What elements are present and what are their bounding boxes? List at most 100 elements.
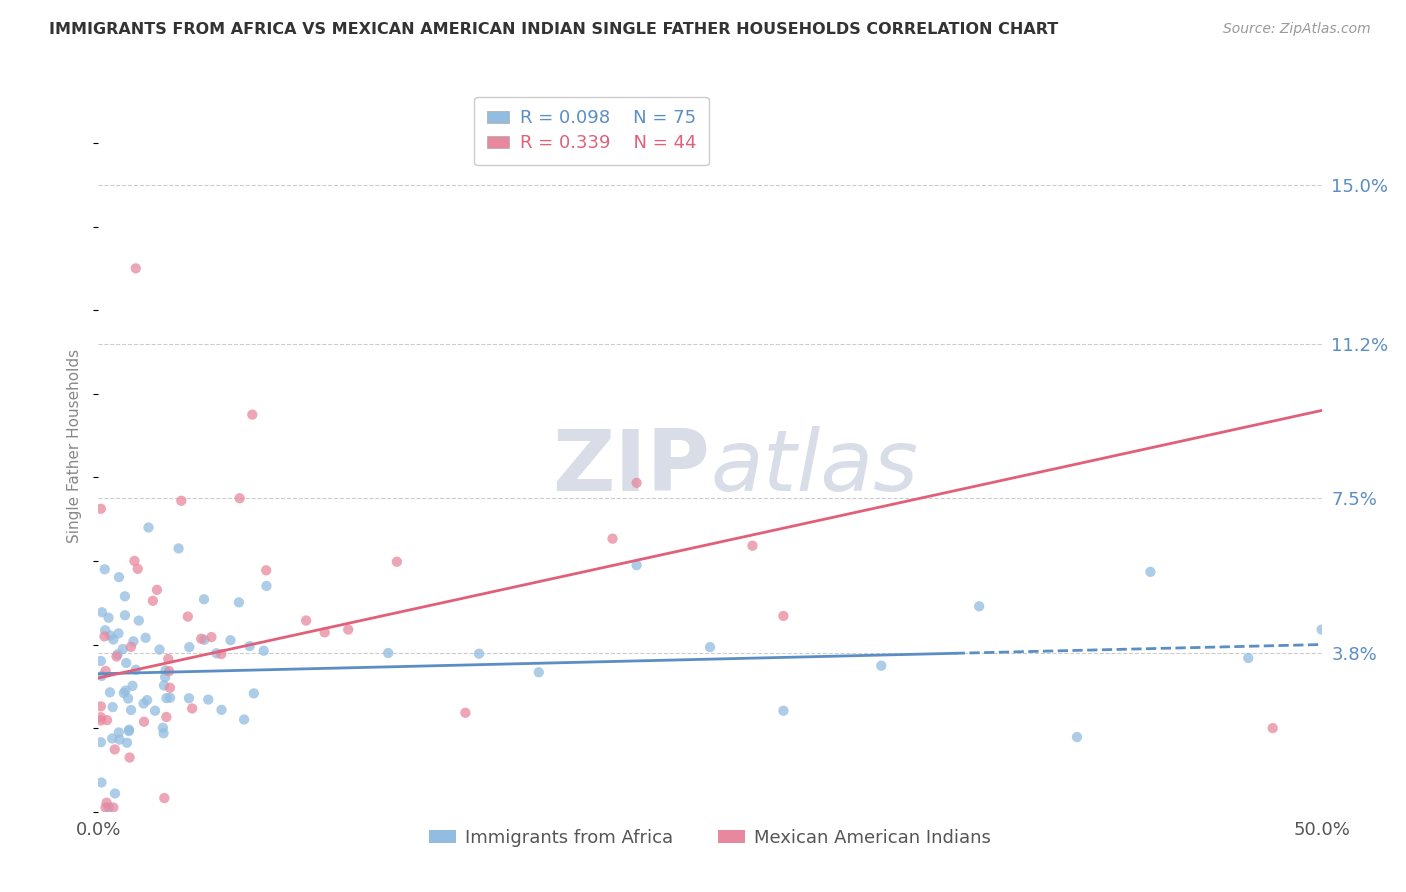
Point — [120, 703, 142, 717]
Point — [98, 800, 121, 814]
Point — [153, 791, 176, 805]
Point — [239, 639, 262, 653]
Point — [90, 669, 112, 683]
Point — [90, 775, 112, 789]
Point — [122, 634, 145, 648]
Point — [135, 631, 157, 645]
Legend: Immigrants from Africa, Mexican American Indians: Immigrants from Africa, Mexican American… — [422, 822, 998, 854]
Point — [157, 652, 180, 666]
Point — [107, 648, 129, 662]
Point — [314, 625, 336, 640]
Text: Source: ZipAtlas.com: Source: ZipAtlas.com — [1223, 22, 1371, 37]
Point — [93, 562, 115, 576]
Point — [90, 714, 112, 728]
Point — [527, 665, 550, 680]
Point — [1066, 730, 1088, 744]
Point — [153, 670, 176, 684]
Point — [193, 632, 215, 647]
Point — [132, 714, 155, 729]
Point — [107, 626, 129, 640]
Point — [219, 633, 242, 648]
Point — [177, 609, 200, 624]
Point — [107, 725, 129, 739]
Point — [254, 563, 277, 577]
Point — [240, 408, 263, 422]
Point — [108, 570, 131, 584]
Point — [98, 685, 121, 699]
Text: IMMIGRANTS FROM AFRICA VS MEXICAN AMERICAN INDIAN SINGLE FATHER HOUSEHOLDS CORRE: IMMIGRANTS FROM AFRICA VS MEXICAN AMERIC… — [49, 22, 1059, 37]
Point — [111, 642, 134, 657]
Point — [93, 629, 115, 643]
Point — [385, 555, 408, 569]
Point — [94, 624, 117, 638]
Point — [96, 796, 118, 810]
Point — [468, 647, 491, 661]
Point — [193, 592, 215, 607]
Point — [870, 658, 893, 673]
Point — [152, 726, 174, 740]
Point — [228, 491, 250, 506]
Point — [94, 800, 117, 814]
Point — [105, 649, 128, 664]
Point — [90, 735, 112, 749]
Point — [118, 723, 141, 737]
Point — [90, 501, 112, 516]
Point — [104, 742, 127, 756]
Point — [155, 691, 177, 706]
Point — [155, 710, 177, 724]
Point — [377, 646, 399, 660]
Point — [125, 261, 148, 276]
Point — [211, 703, 233, 717]
Point — [90, 710, 112, 724]
Point — [256, 579, 278, 593]
Point — [209, 647, 232, 661]
Point — [132, 697, 155, 711]
Y-axis label: Single Father Households: Single Father Households — [67, 349, 83, 543]
Point — [200, 630, 222, 644]
Point — [454, 706, 477, 720]
Point — [1139, 565, 1161, 579]
Point — [120, 640, 142, 654]
Point — [136, 693, 159, 707]
Point — [121, 679, 143, 693]
Point — [118, 750, 141, 764]
Point — [97, 611, 120, 625]
Point — [602, 532, 624, 546]
Point — [108, 732, 131, 747]
Point — [699, 640, 721, 654]
Point — [128, 614, 150, 628]
Point — [179, 640, 201, 655]
Point — [104, 787, 127, 801]
Point — [1237, 651, 1260, 665]
Point — [114, 608, 136, 623]
Point — [103, 800, 125, 814]
Text: atlas: atlas — [710, 426, 918, 509]
Point — [1310, 623, 1333, 637]
Point — [741, 539, 763, 553]
Point — [138, 520, 160, 534]
Point — [101, 731, 124, 746]
Point — [114, 683, 136, 698]
Point — [190, 632, 212, 646]
Point — [142, 594, 165, 608]
Point — [124, 554, 146, 568]
Point — [112, 686, 135, 700]
Point — [967, 599, 990, 614]
Point — [98, 629, 121, 643]
Point — [159, 690, 181, 705]
Point — [148, 642, 170, 657]
Point — [155, 664, 177, 678]
Point — [90, 699, 112, 714]
Point — [197, 692, 219, 706]
Point — [90, 605, 112, 619]
Point — [96, 713, 118, 727]
Point — [103, 632, 125, 647]
Point — [101, 700, 124, 714]
Point — [118, 724, 141, 739]
Point — [253, 644, 276, 658]
Point — [153, 678, 176, 692]
Point — [115, 656, 138, 670]
Point — [177, 691, 200, 706]
Point — [626, 558, 648, 573]
Point — [295, 614, 318, 628]
